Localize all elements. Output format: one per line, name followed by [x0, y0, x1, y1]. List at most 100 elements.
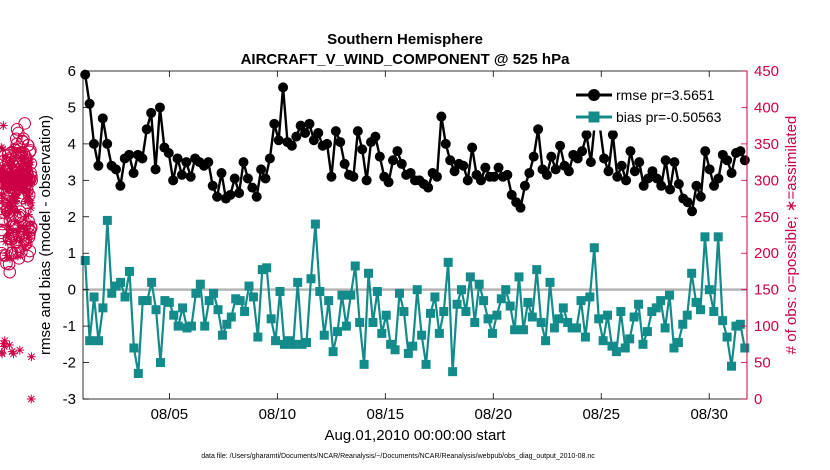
rmse-point [462, 175, 473, 186]
bias-point [310, 219, 320, 229]
rmse-point [150, 164, 161, 175]
bias-point [408, 341, 418, 351]
rmse-point [528, 151, 539, 162]
obs-assimilated-marker [16, 221, 26, 231]
y-tick-label: 2 [68, 209, 76, 226]
rmse-point [643, 173, 654, 184]
obs-assimilated-marker [26, 394, 36, 404]
rmse-point [137, 153, 148, 164]
bias-point [217, 330, 227, 340]
rmse-point [555, 140, 566, 151]
y2-tick-label: 50 [754, 355, 771, 372]
obs-possible-marker [17, 132, 30, 146]
rmse-point [603, 166, 614, 177]
legend-rmse-marker [588, 89, 600, 101]
bias-point [501, 285, 511, 295]
rmse-point [269, 118, 280, 129]
rmse-point [647, 166, 658, 177]
rmse-point [383, 177, 394, 188]
bias-point [195, 279, 205, 289]
obs-assimilated-marker [23, 172, 33, 182]
obs-assimilated-marker [7, 193, 17, 203]
obs-assimilated-marker [5, 253, 15, 263]
rmse-point [665, 184, 676, 195]
rmse-point [154, 102, 165, 113]
chart-title: Southern Hemisphere [327, 31, 483, 48]
y-tick-label: 6 [68, 63, 76, 80]
obs-assimilated-marker [16, 146, 26, 155]
bias-point [213, 305, 223, 315]
obs-assimilated-marker [26, 157, 35, 167]
rmse-point [291, 131, 302, 142]
obs-assimilated-marker [4, 231, 14, 241]
bias-point [448, 367, 458, 377]
bias-point [713, 232, 723, 242]
y-tick-label: 5 [68, 99, 76, 116]
bias-point [164, 297, 174, 307]
bias-point [532, 265, 542, 275]
bias-point [147, 277, 157, 287]
obs-assimilated-marker [24, 167, 34, 176]
obs-assimilated-marker [21, 186, 31, 195]
bias-point [253, 332, 263, 342]
obs-assimilated-marker [23, 197, 33, 206]
rmse-point [506, 189, 517, 200]
rmse-point [700, 146, 711, 157]
bias-point [107, 288, 117, 298]
bias-point [390, 345, 400, 355]
rmse-point [216, 168, 227, 179]
rmse-point [405, 168, 416, 179]
legend-bias-label: bias pr=-0.50563 [616, 109, 722, 125]
y-tick-label: -1 [63, 318, 76, 335]
rmse-point [546, 151, 557, 162]
bias-point [120, 292, 130, 302]
y-axis-label: rmse and bias (model - observation) [37, 115, 54, 355]
obs-assimilated-marker [0, 121, 8, 131]
obs-assimilated-marker [19, 165, 29, 175]
rmse-point [475, 175, 486, 186]
bias-point [417, 330, 427, 340]
rmse-point [458, 160, 469, 171]
y2-tick-label: 300 [754, 172, 779, 189]
bias-point [594, 314, 604, 324]
footnote: data file: /Users/gharamti/Documents/NCA… [201, 453, 595, 460]
bias-point [704, 285, 714, 295]
bias-point [80, 256, 90, 266]
obs-assimilated-marker [26, 198, 36, 208]
y2-tick-label: 0 [754, 391, 762, 408]
rmse-point [440, 138, 451, 149]
rmse-point [445, 155, 456, 166]
rmse-point [669, 157, 680, 168]
rmse-point [212, 191, 223, 202]
bias-point [169, 310, 179, 320]
rmse-point [168, 175, 179, 186]
bias-point [288, 339, 298, 349]
rmse-point [519, 180, 530, 191]
obs-count-group [0, 117, 38, 404]
obs-assimilated-marker [26, 203, 36, 213]
rmse-point [629, 166, 640, 177]
bias-point [102, 215, 112, 225]
obs-assimilated-marker [18, 151, 28, 161]
obs-assimilated-marker [3, 222, 13, 232]
bias-point [403, 348, 413, 358]
y-tick-label: 4 [68, 136, 76, 153]
bias-point [386, 339, 396, 349]
bias-point [226, 312, 236, 322]
bias-point [452, 299, 462, 309]
x-tick-label: 08/10 [259, 406, 297, 423]
obs-assimilated-marker [8, 226, 18, 236]
rmse-point [423, 182, 434, 193]
bias-point [687, 268, 697, 278]
obs-assimilated-marker [5, 175, 15, 185]
obs-assimilated-marker [11, 235, 21, 245]
x-tick-label: 08/25 [582, 406, 620, 423]
rmse-point [313, 127, 324, 138]
obs-assimilated-marker [2, 185, 12, 195]
y2-axis-label: # of obs: o=possible; ∗=assimilated [783, 116, 800, 355]
bias-point [191, 288, 201, 298]
bias-point [549, 323, 559, 333]
y2-tick-label: 400 [754, 99, 779, 116]
bias-point [691, 297, 701, 307]
obs-assimilated-marker [25, 219, 35, 229]
